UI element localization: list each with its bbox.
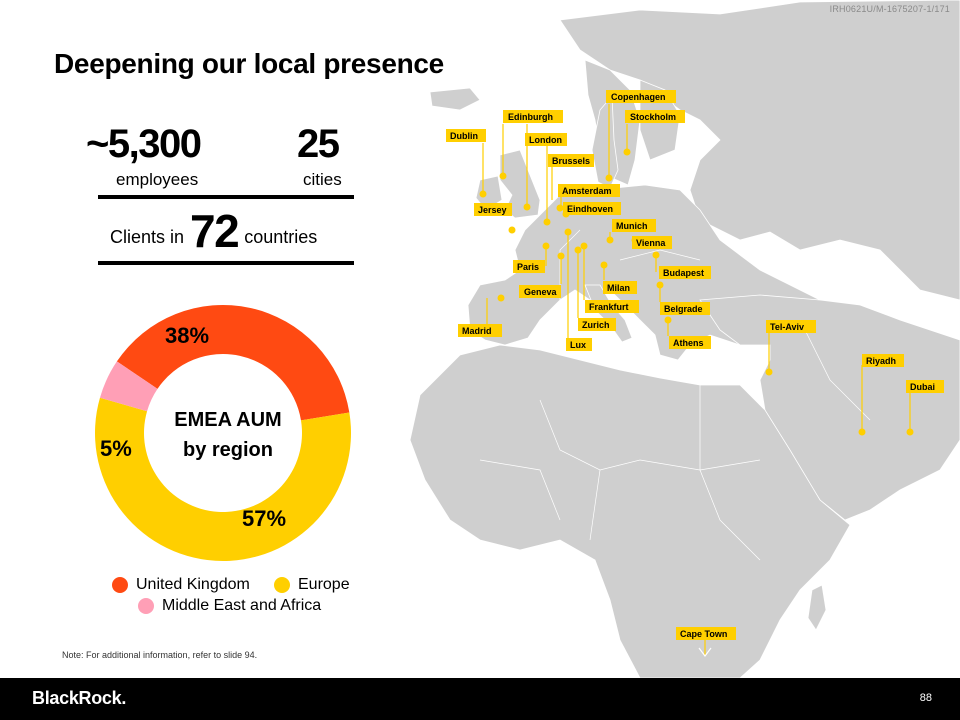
document-id: IRH0621U/M-1675207-1/171 <box>829 4 950 14</box>
city-label-text: London <box>529 135 562 145</box>
city-label-text: Belgrade <box>664 304 703 314</box>
donut-segment-united-kingdom <box>116 305 350 421</box>
pct-label-uk: 38% <box>165 323 210 348</box>
city-leader-lines <box>482 104 911 655</box>
city-label-munich[interactable]: Munich <box>612 219 656 232</box>
divider-bottom <box>98 261 354 265</box>
page-title: Deepening our local presence <box>54 48 444 79</box>
city-label-edinburgh[interactable]: Edinburgh <box>503 110 563 123</box>
cities-value: 25 <box>297 122 340 166</box>
city-label-text: Amsterdam <box>562 186 612 196</box>
legend-label-europe: Europe <box>298 576 350 593</box>
city-label-text: Dubai <box>910 382 935 392</box>
city-label-text: Tel-Aviv <box>770 322 804 332</box>
city-label-text: Athens <box>673 338 704 348</box>
city-label-belgrade[interactable]: Belgrade <box>660 302 710 315</box>
europe-map: Copenhagen Edinburgh Stockholm Dublin Lo… <box>409 0 960 678</box>
legend-label-mea: Middle East and Africa <box>162 597 322 614</box>
city-label-tel-aviv[interactable]: Tel-Aviv <box>766 320 816 333</box>
city-label-dublin[interactable]: Dublin <box>446 129 486 142</box>
city-label-zurich[interactable]: Zurich <box>578 318 616 331</box>
legend-item-uk: United Kingdom <box>112 576 250 594</box>
city-label-amsterdam[interactable]: Amsterdam <box>558 184 620 197</box>
city-label-text: Dublin <box>450 131 478 141</box>
city-label-brussels[interactable]: Brussels <box>548 154 594 167</box>
borders <box>479 229 871 561</box>
legend-swatch-mea <box>138 598 154 614</box>
countries-label: countries <box>244 227 318 247</box>
city-label-text: Madrid <box>462 326 492 336</box>
city-label-paris[interactable]: Paris <box>513 260 545 273</box>
donut-center-line2: by region <box>182 439 273 461</box>
city-label-milan[interactable]: Milan <box>603 281 637 294</box>
city-label-eindhoven[interactable]: Eindhoven <box>563 202 621 215</box>
city-labels: Copenhagen Edinburgh Stockholm Dublin Lo… <box>446 90 944 640</box>
city-label-vienna[interactable]: Vienna <box>632 236 672 249</box>
city-label-text: Edinburgh <box>508 112 553 122</box>
city-label-text: Eindhoven <box>567 204 613 214</box>
aum-donut-chart <box>95 305 352 561</box>
legend-swatch-uk <box>112 577 128 593</box>
legend-swatch-europe <box>274 577 290 593</box>
pct-label-mea: 5% <box>100 436 132 461</box>
city-label-text: Jersey <box>478 205 507 215</box>
city-label-text: Paris <box>517 262 539 272</box>
city-label-text: Budapest <box>663 268 704 278</box>
city-label-text: Brussels <box>552 156 590 166</box>
city-label-text: Milan <box>607 283 630 293</box>
city-label-madrid[interactable]: Madrid <box>458 324 502 337</box>
countries-value: 72 <box>190 205 240 257</box>
city-label-budapest[interactable]: Budapest <box>659 266 711 279</box>
employees-label: employees <box>116 170 199 189</box>
city-label-dubai[interactable]: Dubai <box>906 380 944 393</box>
city-label-frankfurt[interactable]: Frankfurt <box>585 300 639 313</box>
city-label-geneva[interactable]: Geneva <box>519 285 561 298</box>
city-label-jersey[interactable]: Jersey <box>474 203 512 216</box>
cities-label: cities <box>303 170 342 189</box>
legend-label-uk: United Kingdom <box>136 576 250 593</box>
donut-segment-europe <box>95 397 352 561</box>
footer-bar: BlackRock. 88 <box>0 678 960 720</box>
city-label-text: Cape Town <box>680 629 727 639</box>
city-label-cape-town[interactable]: Cape Town <box>676 627 736 640</box>
city-label-text: Zurich <box>582 320 610 330</box>
pct-label-europe: 57% <box>242 506 287 531</box>
landmass <box>409 0 960 678</box>
blackrock-logo: BlackRock. <box>32 688 127 708</box>
city-label-athens[interactable]: Athens <box>669 336 711 349</box>
city-label-text: Munich <box>616 221 648 231</box>
city-label-text: Riyadh <box>866 356 896 366</box>
clients-stat: Clients in 72 countries <box>110 206 317 254</box>
down-arrow-icon <box>698 647 712 657</box>
city-label-text: Stockholm <box>630 112 676 122</box>
city-label-text: Vienna <box>636 238 666 248</box>
donut-center-line1: EMEA AUM <box>174 409 282 431</box>
city-label-copenhagen[interactable]: Copenhagen <box>606 90 676 103</box>
city-label-lux[interactable]: Lux <box>566 338 592 351</box>
legend-item-europe: Europe <box>274 576 350 594</box>
donut-center-label: EMEA AUM by region <box>148 405 308 465</box>
page-number: 88 <box>919 692 932 704</box>
clients-prefix: Clients in <box>110 227 185 247</box>
city-label-text: Geneva <box>524 287 558 297</box>
city-label-text: Lux <box>570 340 586 350</box>
footnote: Note: For additional information, refer … <box>62 650 258 660</box>
divider-top <box>98 195 354 199</box>
city-label-text: Frankfurt <box>589 302 629 312</box>
city-label-stockholm[interactable]: Stockholm <box>625 110 685 123</box>
city-label-riyadh[interactable]: Riyadh <box>862 354 904 367</box>
donut-segment-middle-east-and-africa <box>99 361 158 412</box>
city-label-london[interactable]: London <box>525 133 567 146</box>
city-label-text: Copenhagen <box>611 92 666 102</box>
employees-value: ~5,300 <box>86 122 202 166</box>
legend-item-mea: Middle East and Africa <box>138 597 321 615</box>
